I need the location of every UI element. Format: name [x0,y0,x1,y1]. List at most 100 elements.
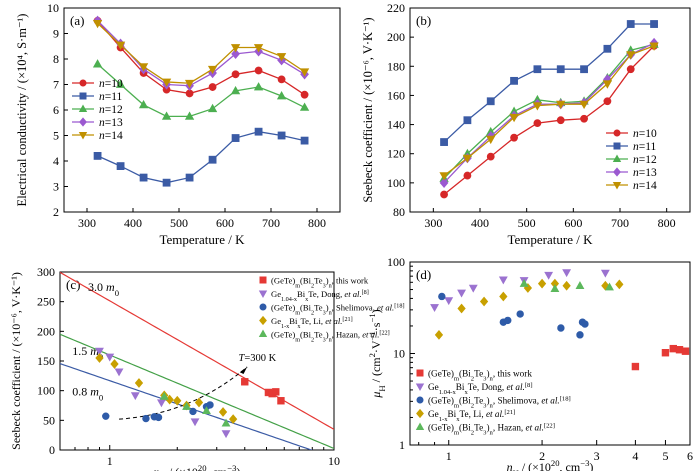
data-point [626,65,635,74]
x-tick-label: 6 [687,449,693,463]
data-point [116,162,125,170]
plot-frame [409,7,691,213]
legend-label: n=13 [99,117,123,129]
x-tick-label: 600 [564,216,582,230]
data-point [259,315,267,326]
trend-arrow [118,366,248,420]
data-point [498,276,508,285]
data-point [626,51,636,60]
data-point [439,177,449,189]
data-point [92,19,103,29]
data-point [550,284,560,292]
series-line [97,22,305,84]
x-axis-label: nH / (×1020, cm−3) [507,458,594,471]
data-point [79,117,87,127]
panel-label: (a) [70,13,84,28]
data-point [631,362,640,371]
data-point [468,284,478,293]
data-point [138,63,149,72]
data-point [173,395,182,406]
data-point [138,99,149,109]
data-point [612,181,622,190]
data-point [462,154,473,164]
pisarenko-curve [60,333,334,450]
data-point [161,111,172,120]
data-point [440,138,448,146]
data-point [415,383,425,391]
x-tick-label: 500 [518,216,536,230]
data-point [463,116,472,125]
data-point [486,135,496,145]
data-point [134,378,144,388]
x-tick-label: 400 [124,216,142,230]
data-point [661,349,670,357]
data-point [221,418,231,427]
y-tick-label: 120 [387,147,405,161]
legend: (GeTe)m(Bi2Te3)n, this workGe1.04-xBixTe… [258,276,405,343]
data-point [486,97,495,106]
data-point [241,378,249,386]
series-line [443,43,655,179]
x-tick-label: 300 [78,216,96,230]
data-point [562,280,571,291]
data-point [78,131,88,140]
legend-label: n=11 [99,91,123,103]
chart-panel-c: 110050100150200250300nH / (×1020, cm−3)S… [9,265,405,471]
data-point [202,406,211,415]
legend-label: (GeTe)m(Bi2Te3)n, this work [271,276,369,290]
data-point [681,347,690,355]
data-point [537,278,547,289]
legend: (GeTe)m(Bi2Te3)n, this workGe1.04-xBixTe… [415,369,571,436]
data-point [613,167,621,177]
data-point [544,271,554,280]
data-point [208,83,217,91]
data-point [486,152,495,161]
data-point [504,316,512,325]
data-point [79,92,87,100]
data-point [557,324,565,332]
data-point [258,329,268,338]
y-tick-label: 10 [393,347,405,361]
data-point [562,269,572,278]
x-axis-label: nH / (×1020, cm−3) [154,463,241,471]
data-point [416,396,424,404]
data-point [190,418,200,427]
y-axis-label: μH / (cm2·V−1·s−1) [367,309,387,398]
series-line [443,23,655,143]
chart-panel-b: 300 400 500 600 700 800 80 100 120 140 160 180 200 22… [361,1,691,247]
data-point [556,100,566,110]
data-point [533,119,542,128]
series-line [97,63,305,118]
data-point [206,401,214,409]
data-point [102,412,110,420]
data-point [93,152,102,160]
data-point [444,297,454,306]
x-tick-label: 4 [632,449,638,463]
data-point [114,368,124,377]
data-point [276,53,287,62]
y-tick-label: 2 [53,205,59,219]
y-tick-label: 3 [53,180,59,194]
data-point [580,114,588,123]
legend-label: n=14 [99,130,123,142]
data-point [184,79,195,89]
curve-label: 3.0 m0 [88,280,119,298]
curve-label: 0.8 m0 [72,384,103,402]
arrow-head [239,366,248,375]
legend-label: n=10 [633,128,657,140]
data-point [221,430,231,439]
data-point [626,20,635,28]
data-point [105,353,115,362]
x-tick-label: 800 [658,216,676,230]
data-point [300,90,309,99]
series-line [443,45,655,196]
data-point [430,304,439,312]
legend: n=10n=11n=12n=13n=14 [606,128,657,192]
x-tick-label: 300 [424,216,442,230]
y-tick-label: 80 [393,205,405,219]
data-point [276,91,287,100]
data-point [139,173,148,182]
data-point [253,82,264,91]
data-point [115,41,126,50]
data-point [253,44,264,53]
